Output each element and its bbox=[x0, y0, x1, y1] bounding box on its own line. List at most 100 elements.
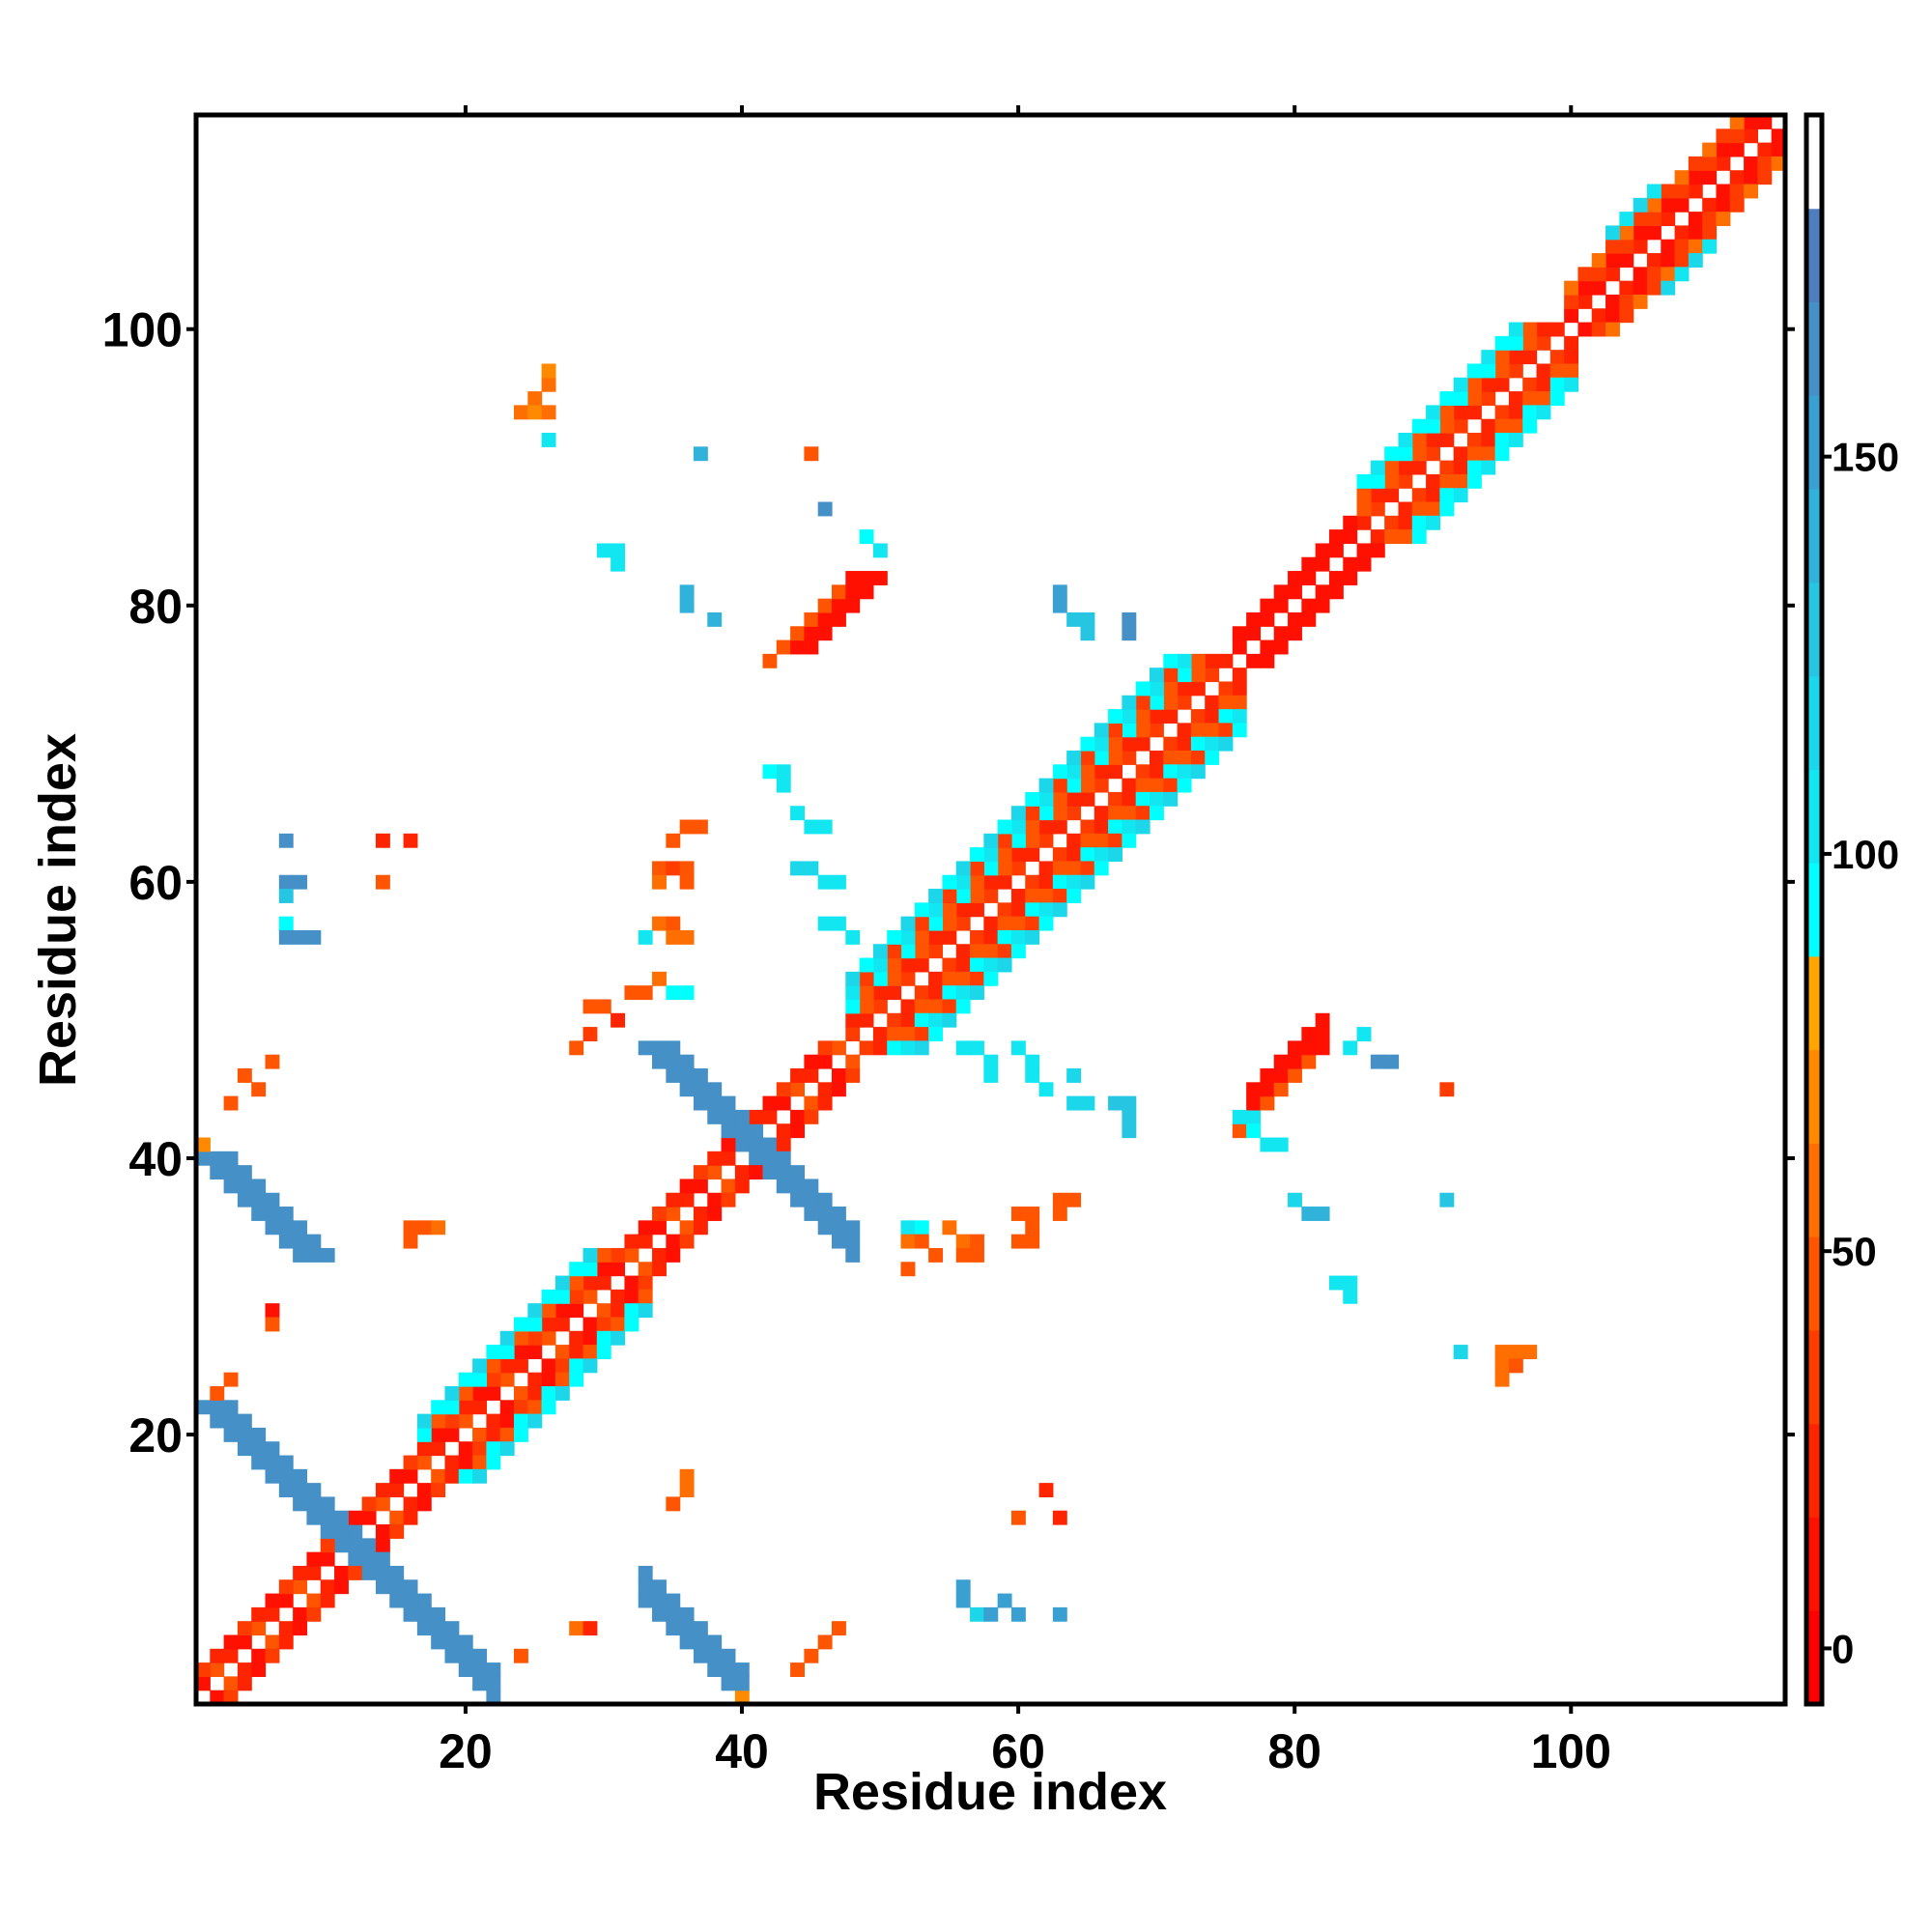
heatmap-cell bbox=[1411, 488, 1427, 503]
heatmap-cell bbox=[1315, 1027, 1330, 1041]
heatmap-cell bbox=[679, 1634, 695, 1650]
heatmap-cell bbox=[1273, 639, 1289, 655]
heatmap-cell bbox=[804, 1068, 819, 1083]
heatmap-cell bbox=[1108, 709, 1122, 724]
heatmap-cell bbox=[1591, 280, 1606, 296]
heatmap-cell bbox=[900, 1220, 916, 1236]
heatmap-cell bbox=[306, 1593, 322, 1608]
heatmap-cell bbox=[278, 1634, 294, 1650]
heatmap-cell bbox=[1010, 819, 1026, 835]
heatmap-cell bbox=[251, 1606, 267, 1622]
heatmap-cell bbox=[955, 916, 971, 931]
heatmap-cell bbox=[1744, 156, 1758, 171]
heatmap-cell bbox=[210, 1690, 225, 1705]
heatmap-cell bbox=[1094, 778, 1109, 793]
heatmap-cell bbox=[859, 999, 874, 1014]
heatmap-cell bbox=[514, 1413, 528, 1429]
heatmap-cell bbox=[1066, 764, 1082, 780]
heatmap-cell bbox=[679, 1234, 695, 1249]
heatmap-cell bbox=[638, 1289, 653, 1304]
heatmap-cell bbox=[1177, 681, 1192, 696]
heatmap-cell bbox=[1010, 1040, 1026, 1056]
heatmap-cell bbox=[859, 571, 874, 585]
heatmap-cell bbox=[251, 1427, 267, 1442]
heatmap-cell bbox=[872, 999, 888, 1014]
heatmap-cell bbox=[997, 861, 1012, 876]
heatmap-cell bbox=[997, 929, 1012, 945]
heatmap-cell bbox=[293, 1565, 308, 1580]
heatmap-cell bbox=[1646, 197, 1662, 213]
heatmap-cell bbox=[361, 1551, 377, 1567]
heatmap-cell bbox=[1646, 253, 1662, 268]
heatmap-cell bbox=[900, 957, 916, 973]
heatmap-cell bbox=[527, 405, 543, 420]
heatmap-cell bbox=[845, 985, 861, 1001]
heatmap-cell bbox=[859, 1012, 874, 1028]
heatmap-cell bbox=[1439, 1192, 1455, 1208]
heatmap-cell bbox=[541, 363, 556, 379]
heatmap-cell bbox=[734, 1137, 750, 1152]
heatmap-cell bbox=[1273, 598, 1289, 613]
heatmap-cell bbox=[431, 1468, 446, 1484]
heatmap-cell bbox=[955, 1579, 971, 1595]
heatmap-cell bbox=[458, 1648, 473, 1663]
heatmap-cell bbox=[1177, 764, 1192, 780]
heatmap-cell bbox=[997, 1593, 1012, 1608]
heatmap-cell bbox=[1494, 1345, 1510, 1359]
heatmap-cell bbox=[955, 1247, 971, 1263]
heatmap-cell bbox=[210, 1400, 225, 1415]
heatmap-cell bbox=[527, 1345, 543, 1359]
heatmap-cell bbox=[1150, 709, 1164, 724]
heatmap-cell bbox=[596, 999, 611, 1014]
heatmap-cell bbox=[1384, 473, 1400, 489]
heatmap-cell bbox=[776, 1151, 791, 1166]
heatmap-cell bbox=[1411, 501, 1427, 517]
heatmap-cell bbox=[1246, 626, 1262, 641]
heatmap-cell bbox=[514, 405, 528, 420]
heatmap-cell bbox=[638, 1262, 653, 1277]
heatmap-cell bbox=[210, 1386, 225, 1401]
heatmap-cell bbox=[1661, 280, 1676, 296]
heatmap-cell bbox=[237, 1621, 252, 1636]
colorbar-tick-label: 150 bbox=[1832, 435, 1899, 480]
heatmap-cell bbox=[845, 598, 861, 613]
heatmap-cell bbox=[638, 1593, 653, 1608]
heatmap-cell bbox=[1356, 1027, 1372, 1041]
heatmap-cell bbox=[679, 929, 695, 945]
heatmap-cell bbox=[804, 611, 819, 627]
heatmap-cell bbox=[1757, 156, 1773, 171]
heatmap-cell bbox=[666, 929, 681, 945]
heatmap-cell bbox=[804, 1179, 819, 1194]
heatmap-cell bbox=[306, 1496, 322, 1512]
heatmap-cell bbox=[997, 957, 1012, 973]
heatmap-cell bbox=[196, 1137, 211, 1152]
heatmap-cell bbox=[375, 1483, 390, 1498]
heatmap-cell bbox=[1370, 1054, 1385, 1069]
y-tick-label: 60 bbox=[128, 856, 183, 910]
heatmap-cell bbox=[541, 1400, 556, 1415]
heatmap-cell bbox=[997, 819, 1012, 835]
x-tick-label: 100 bbox=[1531, 1724, 1611, 1778]
heatmap-cell bbox=[278, 889, 294, 903]
heatmap-cell bbox=[817, 1040, 833, 1056]
heatmap-cell bbox=[1150, 668, 1164, 683]
heatmap-cell bbox=[1246, 611, 1262, 627]
heatmap-cell bbox=[1661, 253, 1676, 268]
heatmap-cell bbox=[265, 1468, 280, 1484]
heatmap-cell bbox=[223, 1648, 239, 1663]
heatmap-cell bbox=[1343, 1040, 1358, 1056]
y-tick-label: 40 bbox=[128, 1132, 183, 1186]
heatmap-cell bbox=[1108, 833, 1122, 848]
heatmap-cell bbox=[1010, 916, 1026, 931]
heatmap-cell bbox=[1771, 156, 1786, 171]
heatmap-cell bbox=[582, 999, 598, 1014]
heatmap-cell bbox=[914, 957, 929, 973]
heatmap-cell bbox=[444, 1468, 460, 1484]
heatmap-cell bbox=[804, 1095, 819, 1111]
heatmap-cell bbox=[1080, 861, 1095, 876]
heatmap-cell bbox=[1343, 1289, 1358, 1304]
heatmap-cell bbox=[416, 1496, 432, 1512]
axis-ticks: 20 40 60 80 100 20 40 60 80 100 bbox=[102, 105, 1795, 1778]
heatmap-cell bbox=[1605, 239, 1620, 254]
heatmap-cell bbox=[983, 944, 999, 959]
